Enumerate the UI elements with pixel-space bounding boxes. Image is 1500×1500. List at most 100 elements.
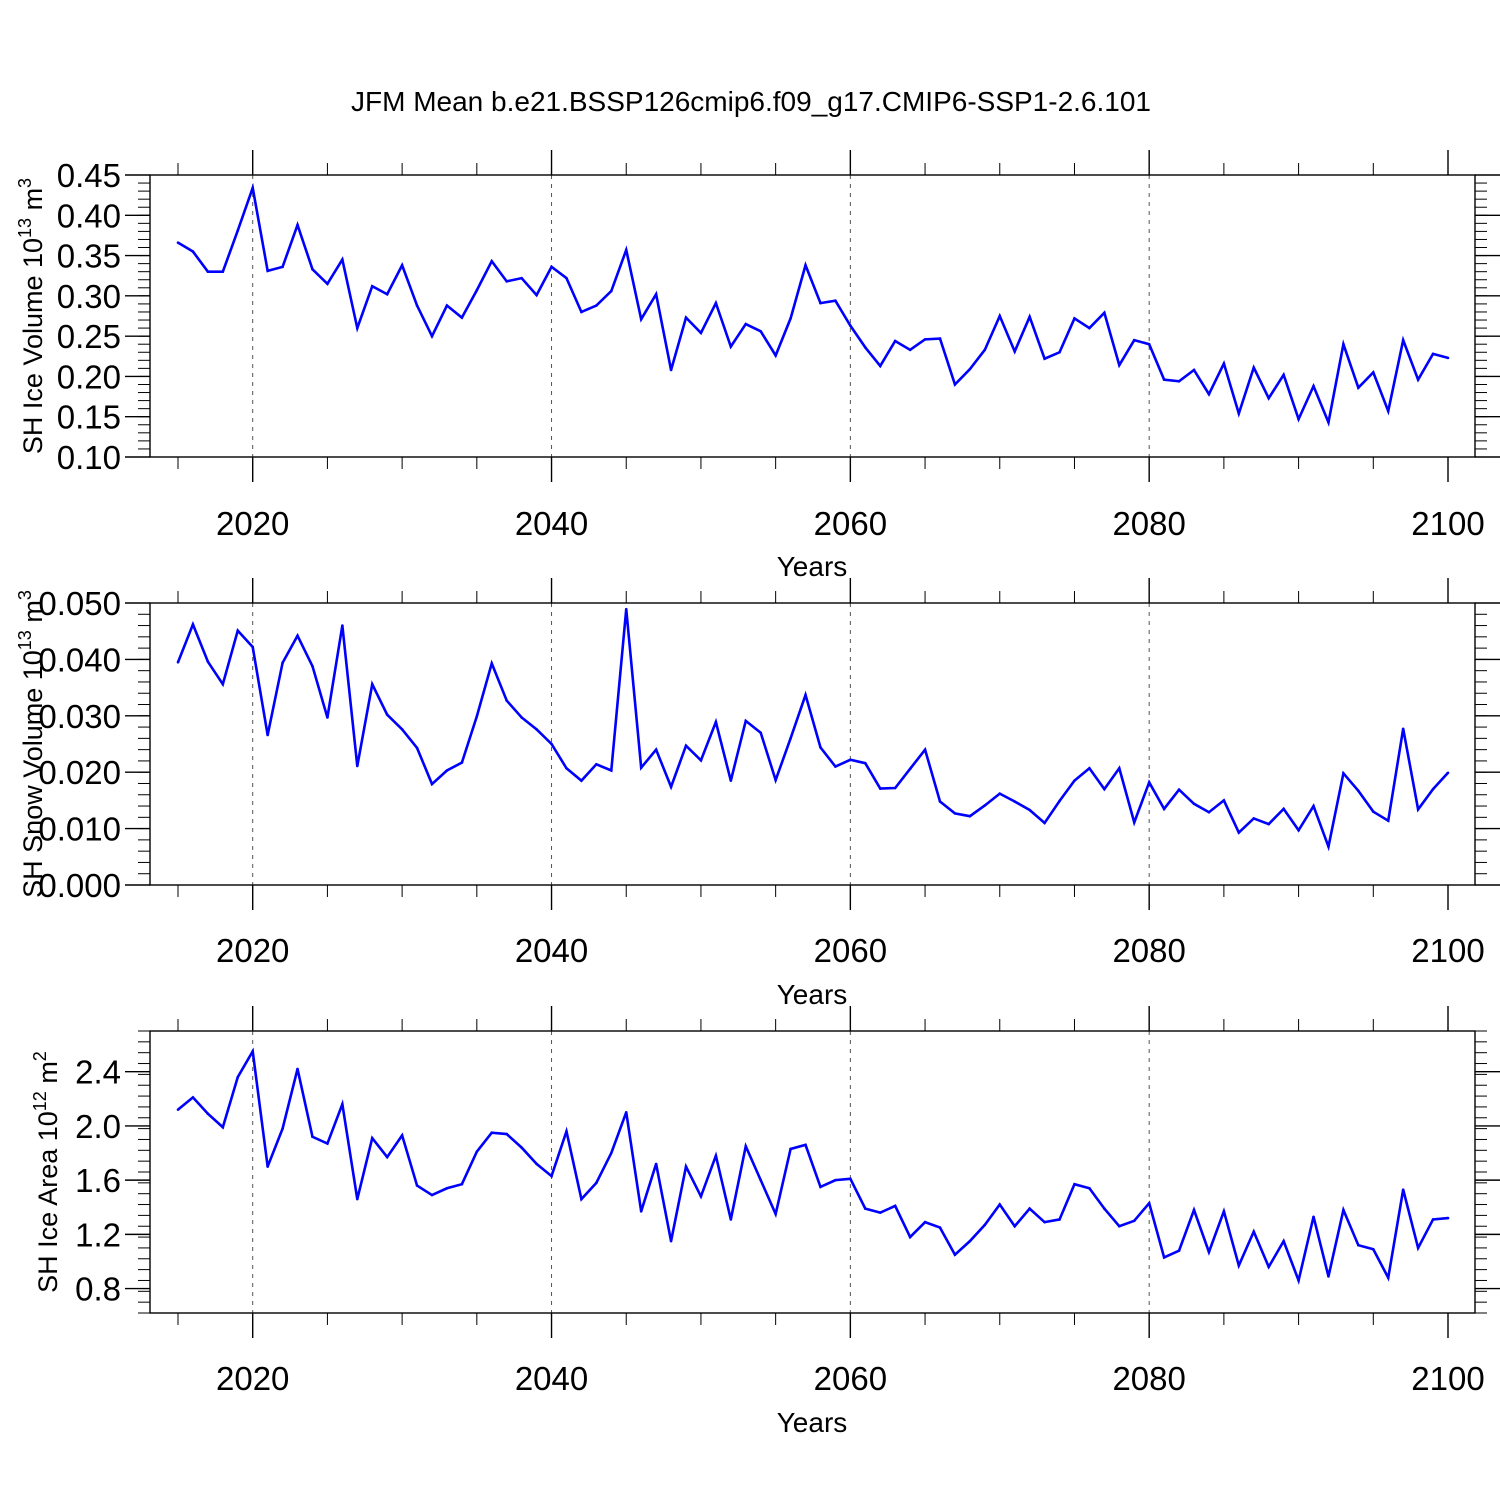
data-point bbox=[893, 786, 897, 790]
data-point bbox=[834, 765, 837, 768]
data-point bbox=[699, 759, 703, 762]
data-point bbox=[1207, 392, 1211, 396]
data-point bbox=[1147, 781, 1151, 784]
data-point bbox=[699, 331, 703, 335]
data-point bbox=[983, 1223, 987, 1227]
data-point bbox=[236, 629, 240, 632]
x-tick-label: 2020 bbox=[216, 1360, 289, 1397]
data-point bbox=[326, 282, 329, 286]
data-point bbox=[595, 763, 598, 766]
x-tick-label: 2080 bbox=[1112, 1360, 1185, 1397]
y-tick-label: 0.40 bbox=[57, 197, 121, 234]
y-tick-label: 0.050 bbox=[38, 585, 121, 622]
data-point bbox=[550, 265, 553, 269]
data-point bbox=[1416, 808, 1420, 811]
data-point bbox=[684, 316, 688, 319]
data-point bbox=[1267, 1265, 1271, 1269]
data-point bbox=[580, 779, 583, 782]
y-axis-label-part: m bbox=[33, 1061, 63, 1091]
data-point bbox=[400, 263, 404, 267]
data-point bbox=[639, 1210, 643, 1213]
data-point bbox=[639, 317, 643, 321]
data-point bbox=[654, 748, 658, 751]
data-point bbox=[893, 1204, 897, 1208]
data-point bbox=[1342, 772, 1345, 775]
data-point bbox=[206, 270, 210, 273]
data-point bbox=[1088, 326, 1091, 330]
data-point bbox=[908, 1235, 912, 1239]
data-point bbox=[624, 248, 628, 252]
data-point bbox=[176, 660, 180, 664]
data-point bbox=[1282, 373, 1285, 377]
data-point bbox=[863, 761, 867, 765]
data-point bbox=[1013, 1224, 1017, 1228]
x-tick-label: 2040 bbox=[515, 1360, 588, 1397]
data-point bbox=[1267, 822, 1271, 826]
data-point bbox=[968, 367, 972, 371]
y-tick-label: 0.20 bbox=[57, 358, 121, 395]
y-axis-label-superscript: 3 bbox=[15, 590, 35, 600]
data-point bbox=[878, 364, 882, 368]
data-point bbox=[415, 746, 419, 750]
data-point bbox=[1312, 1215, 1315, 1219]
y-tick-label: 0.030 bbox=[38, 698, 121, 735]
data-point bbox=[505, 699, 509, 702]
data-point bbox=[759, 731, 763, 735]
data-point bbox=[744, 719, 748, 723]
data-point bbox=[1103, 1207, 1106, 1210]
data-point bbox=[385, 1155, 389, 1159]
data-point bbox=[729, 779, 733, 782]
data-point bbox=[1058, 799, 1061, 803]
data-point bbox=[565, 766, 568, 770]
data-point bbox=[744, 322, 748, 326]
data-point bbox=[266, 269, 269, 273]
data-point bbox=[729, 1218, 733, 1221]
data-point bbox=[938, 800, 942, 803]
data-point bbox=[281, 265, 284, 269]
data-point bbox=[475, 288, 479, 292]
data-point bbox=[1028, 808, 1031, 812]
data-point bbox=[819, 746, 822, 749]
y-axis-label: SH Ice Area 1012 m2 bbox=[30, 1051, 63, 1293]
data-point bbox=[819, 301, 822, 305]
data-point bbox=[520, 276, 523, 280]
data-point bbox=[804, 1143, 807, 1147]
data-point bbox=[1446, 771, 1450, 775]
data-point bbox=[1342, 342, 1345, 346]
data-point bbox=[595, 1181, 598, 1185]
data-point bbox=[878, 1211, 882, 1214]
data-point bbox=[1162, 1256, 1166, 1259]
data-point bbox=[311, 267, 314, 271]
data-point bbox=[490, 1131, 494, 1134]
data-point bbox=[1132, 338, 1136, 342]
y-axis-label-part: SH Ice Area 10 bbox=[33, 1111, 63, 1293]
data-point bbox=[1431, 787, 1435, 791]
data-point bbox=[953, 812, 957, 815]
data-point bbox=[1147, 342, 1151, 346]
series-line bbox=[177, 182, 1449, 427]
chart-panel-1: 0.100.15 0.200.250.300.35 0.400.45 2020 2040… bbox=[15, 150, 1500, 582]
x-tick-label: 2060 bbox=[814, 932, 887, 969]
data-point bbox=[1207, 1250, 1211, 1254]
data-point bbox=[176, 1108, 180, 1111]
data-point bbox=[1371, 1247, 1375, 1251]
x-axis-label: Years bbox=[777, 1407, 848, 1438]
data-point bbox=[1192, 1208, 1196, 1212]
data-point bbox=[1357, 1243, 1360, 1247]
data-point bbox=[908, 767, 912, 771]
data-point bbox=[849, 324, 852, 327]
data-point bbox=[460, 1182, 464, 1186]
data-point bbox=[1103, 311, 1106, 315]
data-point bbox=[311, 664, 314, 668]
data-point bbox=[505, 280, 509, 283]
data-point bbox=[1117, 363, 1121, 367]
data-point bbox=[191, 1096, 195, 1099]
data-point bbox=[774, 354, 777, 357]
data-point bbox=[1446, 1216, 1450, 1220]
data-point bbox=[1327, 421, 1330, 424]
data-point bbox=[1073, 1182, 1076, 1186]
data-point bbox=[744, 1144, 748, 1148]
data-point bbox=[595, 304, 598, 307]
chart-panels: 0.100.15 0.200.250.300.35 0.400.45 2020 2040… bbox=[15, 150, 1500, 1438]
data-point bbox=[1237, 831, 1241, 834]
